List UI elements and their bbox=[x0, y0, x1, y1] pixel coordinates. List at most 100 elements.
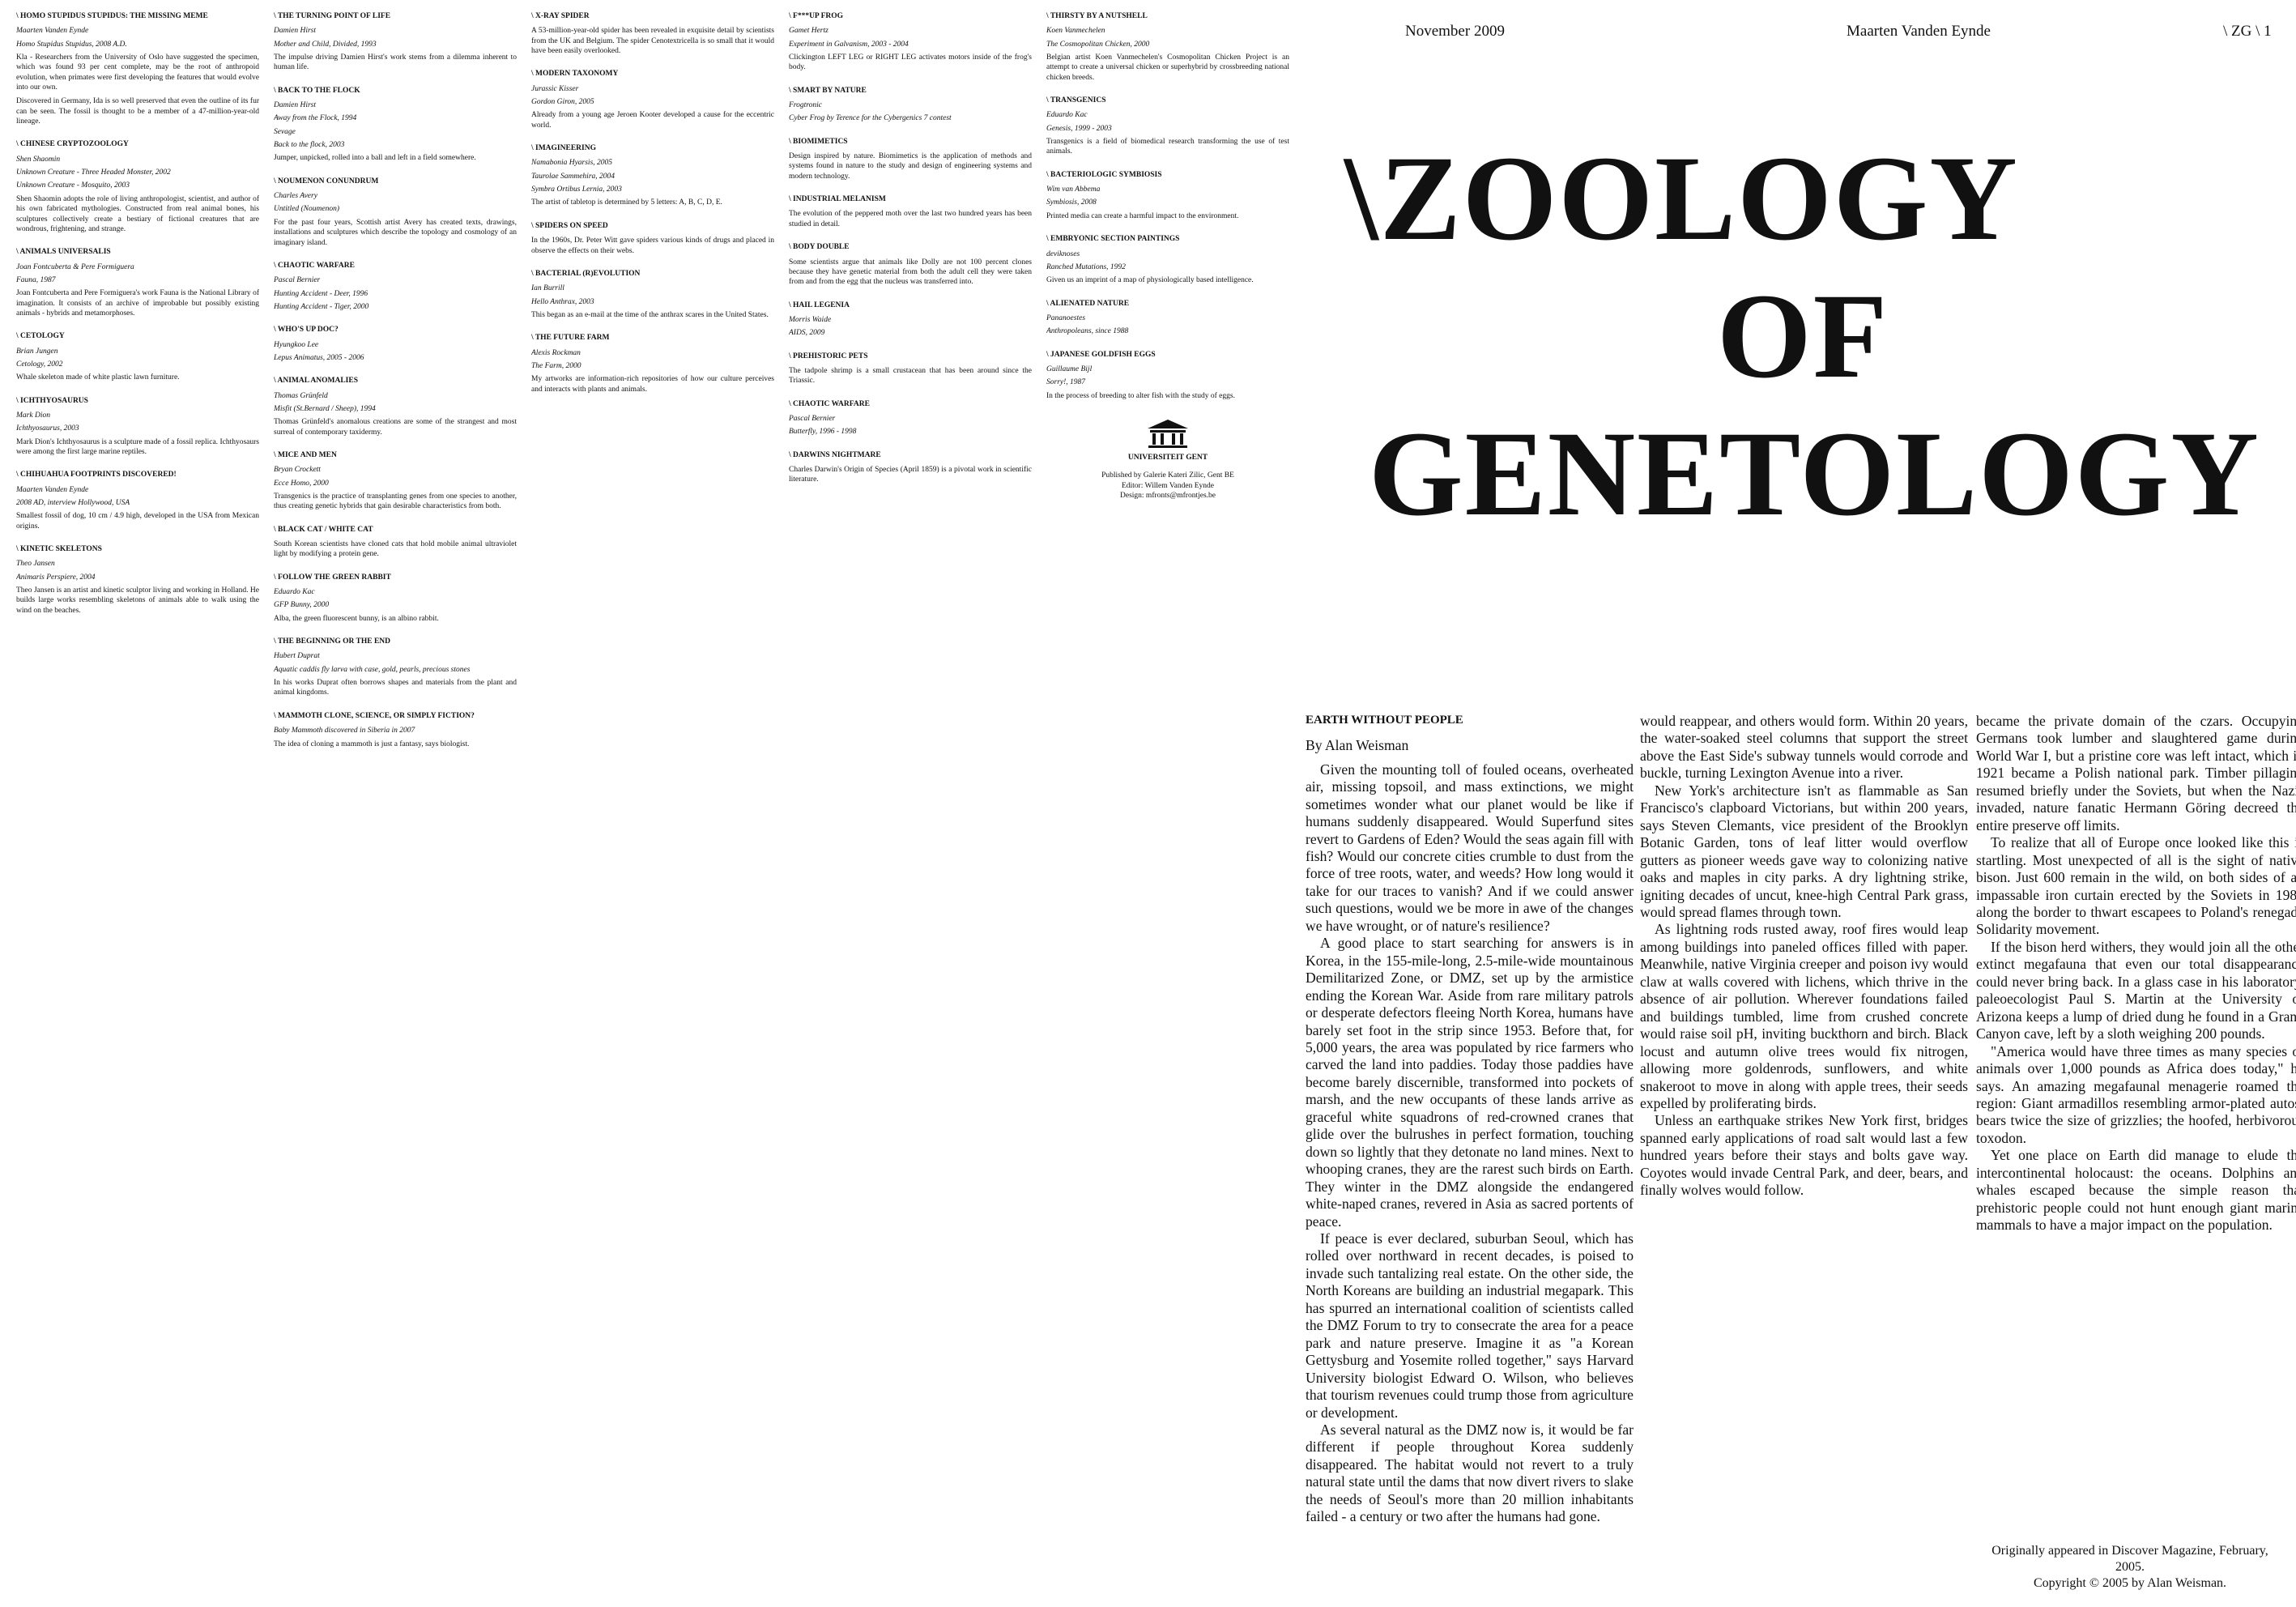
section: BODY DOUBLE Some scientists argue that an… bbox=[789, 242, 1032, 287]
section: THE TURNING POINT OF LIFE Damien Hirst Mot… bbox=[274, 11, 517, 73]
article-paragraph: Given the mounting toll of fouled oceans… bbox=[1306, 761, 1634, 934]
credit-line: Back to the flock, 2003 bbox=[274, 141, 345, 150]
article-paragraph: If peace is ever declared, suburban Seou… bbox=[1306, 1230, 1634, 1421]
section: HOMO STUPIDUS STUPIDUS: THE MISSING MEME… bbox=[16, 11, 259, 126]
byline: By Alan Weisman bbox=[1306, 737, 1409, 754]
section-text: In the 1960s, Dr. Peter Witt gave spider… bbox=[531, 237, 774, 255]
text-column: HOMO STUPIDUS STUPIDUS: THE MISSING MEME… bbox=[16, 11, 259, 1599]
section-heading: CETOLOGY bbox=[16, 331, 259, 341]
section-text: The evolution of the peppered moth over … bbox=[789, 210, 1032, 228]
source-line: Originally appeared in Discover Magazine… bbox=[1991, 1544, 2268, 1574]
section-heading: IMAGINEERING bbox=[531, 143, 774, 153]
section-text: Kla - Researchers from the University of… bbox=[16, 53, 259, 92]
credit-line: Ranched Mutations, 1992 bbox=[1046, 262, 1126, 271]
section-text: In his works Duprat often borrows shapes… bbox=[274, 679, 517, 697]
credit-line: Hunting Accident - Tiger, 2000 bbox=[274, 302, 369, 311]
section-text: Mark Dion's Ichthyosaurus is a sculpture… bbox=[16, 437, 259, 456]
section: BLACK CAT / WHITE CAT South Korean scient… bbox=[274, 525, 517, 560]
section: BACTERIAL (R)EVOLUTION Ian Burrill Hello A… bbox=[531, 269, 774, 320]
credit-line: Koen Vanmechelen bbox=[1046, 27, 1105, 36]
credit-line: Unknown Creature - Three Headed Monster,… bbox=[16, 168, 171, 177]
credit-line: Wim van Abbema bbox=[1046, 185, 1101, 194]
section-heading: PREHISTORIC PETS bbox=[789, 352, 1032, 361]
credit-line: Damien Hirst bbox=[274, 27, 316, 36]
section-text: Transgenics is a field of biomedical res… bbox=[1046, 138, 1289, 156]
section-text: In the process of breeding to alter fish… bbox=[1046, 391, 1235, 400]
section-text: Charles Darwin's Origin of Species (Apri… bbox=[789, 465, 1032, 484]
author-name: Maarten Vanden Eynde bbox=[1847, 23, 1991, 40]
credit-line: Aquatic caddis fly larva with case, gold… bbox=[274, 665, 471, 674]
credit-line: Theo Jansen bbox=[16, 560, 55, 569]
section: BIOMIMETICS Design inspired by nature. Bi… bbox=[789, 137, 1032, 181]
credit-line: Brian Jungen bbox=[16, 347, 58, 356]
section-heading: ALIENATED NATURE bbox=[1046, 299, 1289, 309]
section-text: This began as an e-mail at the time of t… bbox=[531, 310, 769, 319]
credit-line: Unknown Creature - Mosquito, 2003 bbox=[16, 181, 130, 190]
section-text: Printed media can create a harmful impac… bbox=[1046, 211, 1239, 220]
credit-line: AIDS, 2009 bbox=[789, 329, 825, 338]
section-heading: BODY DOUBLE bbox=[789, 242, 1032, 252]
section: CETOLOGY Brian Jungen Cetology, 2002 Whale … bbox=[16, 331, 259, 382]
credit-line: Ian Burrill bbox=[531, 284, 564, 293]
credit-line: Symbiosis, 2008 bbox=[1046, 198, 1097, 207]
credit-line: Fauna, 1987 bbox=[16, 275, 56, 284]
credit-line: Mark Dion bbox=[16, 411, 50, 420]
section-text: The artist of tabletop is determined by … bbox=[531, 198, 722, 207]
section: IMAGINEERING Namabonia Hyarsis, 2005 Tauro… bbox=[531, 143, 774, 208]
section-heading: SPIDERS ON SPEED bbox=[531, 221, 774, 231]
article-paragraph: As lightning rods rusted away, roof fire… bbox=[1640, 921, 1968, 1111]
section-text: For the past four years, Scottish artist… bbox=[274, 218, 517, 247]
section-heading: SMART BY NATURE bbox=[789, 86, 1032, 96]
credit-line: 2008 AD, interview Hollywood, USA bbox=[16, 499, 130, 508]
text-column: X-RAY SPIDER A 53-million-year-old spider… bbox=[531, 11, 774, 1599]
section-heading: NOUMENON CONUNDRUM bbox=[274, 177, 517, 186]
credit-line: Frogtronic bbox=[789, 101, 822, 110]
credit-line: Anthropoleans, since 1988 bbox=[1046, 327, 1129, 336]
credit-line: Eduardo Kac bbox=[1046, 111, 1088, 120]
colophon-line: Editor: Willem Vanden Eynde bbox=[1121, 481, 1215, 490]
section: PREHISTORIC PETS The tadpole shrimp is a … bbox=[789, 352, 1032, 386]
section-heading: CHAOTIC WARFARE bbox=[274, 261, 517, 271]
section: NOUMENON CONUNDRUM Charles Avery Untitled … bbox=[274, 177, 517, 248]
credit-line: Maarten Vanden Eynde bbox=[16, 485, 89, 494]
section-heading: DARWINS NIGHTMARE bbox=[789, 450, 1032, 460]
section-heading: BIOMIMETICS bbox=[789, 137, 1032, 147]
section: CHIHUAHUA FOOTPRINTS DISCOVERED! Maarten … bbox=[16, 470, 259, 531]
section-heading: KINETIC SKELETONS bbox=[16, 544, 259, 554]
section-heading: ICHTHYOSAURUS bbox=[16, 396, 259, 406]
section-heading: INDUSTRIAL MELANISM bbox=[789, 194, 1032, 204]
section: MICE AND MEN Bryan Crockett Ecce Homo, 200… bbox=[274, 450, 517, 512]
section-heading: HAIL LEGENIA bbox=[789, 301, 1032, 310]
article-paragraph: If the bison herd withers, they would jo… bbox=[1976, 938, 2296, 1042]
title-line: OF bbox=[1717, 269, 1889, 403]
section-heading: MODERN TAXONOMY bbox=[531, 69, 774, 79]
credit-line: Eduardo Kac bbox=[274, 588, 315, 597]
section-text: Joan Fontcuberta and Pere Formiguera's w… bbox=[16, 289, 259, 318]
university-name: UNIVERSITEIT GENT bbox=[1127, 453, 1208, 462]
section-text: Shen Shaomin adopts the role of living a… bbox=[16, 194, 259, 233]
credit-line: Ecce Homo, 2000 bbox=[274, 479, 329, 488]
section-text: Clickington LEFT LEG or RIGHT LEG activa… bbox=[789, 53, 1032, 72]
article-paragraph: To realize that all of Europe once looke… bbox=[1976, 834, 2296, 938]
section-heading: BACK TO THE FLOCK bbox=[274, 86, 517, 96]
section: F***UP FROG Gamet Hertz Experiment in Galv… bbox=[789, 11, 1032, 73]
title-line: GENETOLOGY bbox=[1369, 407, 2260, 541]
colophon-line: Design: mfronts@mfrontjes.be bbox=[1120, 491, 1216, 500]
credit-line: Genesis, 1999 - 2003 bbox=[1046, 124, 1112, 133]
section: X-RAY SPIDER A 53-million-year-old spider… bbox=[531, 11, 774, 56]
credit-line: Experiment in Galvanism, 2003 - 2004 bbox=[789, 40, 909, 49]
section-text: The impulse driving Damien Hirst's work … bbox=[274, 53, 517, 72]
credit-line: Morris Waide bbox=[789, 315, 832, 324]
credit-line: Untitled (Noumenon) bbox=[274, 205, 340, 214]
section-heading: WHO'S UP DOC? bbox=[274, 325, 517, 335]
section-text: Belgian artist Koen Vanmechelen's Cosmop… bbox=[1046, 53, 1289, 82]
section-heading: BLACK CAT / WHITE CAT bbox=[274, 525, 517, 535]
section: CHAOTIC WARFARE Pascal Bernier Hunting Acc… bbox=[274, 261, 517, 312]
credit-line: Maarten Vanden Eynde bbox=[16, 27, 89, 36]
section-heading: JAPANESE GOLDFISH EGGS bbox=[1046, 350, 1289, 360]
section-heading: CHINESE CRYPTOZOOLOGY bbox=[16, 139, 259, 149]
credit-line: Butterfly, 1996 - 1998 bbox=[789, 428, 857, 437]
article-paragraph: "America would have three times as many … bbox=[1976, 1042, 2296, 1146]
credit-line: Guillaume Bijl bbox=[1046, 364, 1093, 373]
section: ICHTHYOSAURUS Mark Dion Ichthyosaurus, 200… bbox=[16, 396, 259, 458]
